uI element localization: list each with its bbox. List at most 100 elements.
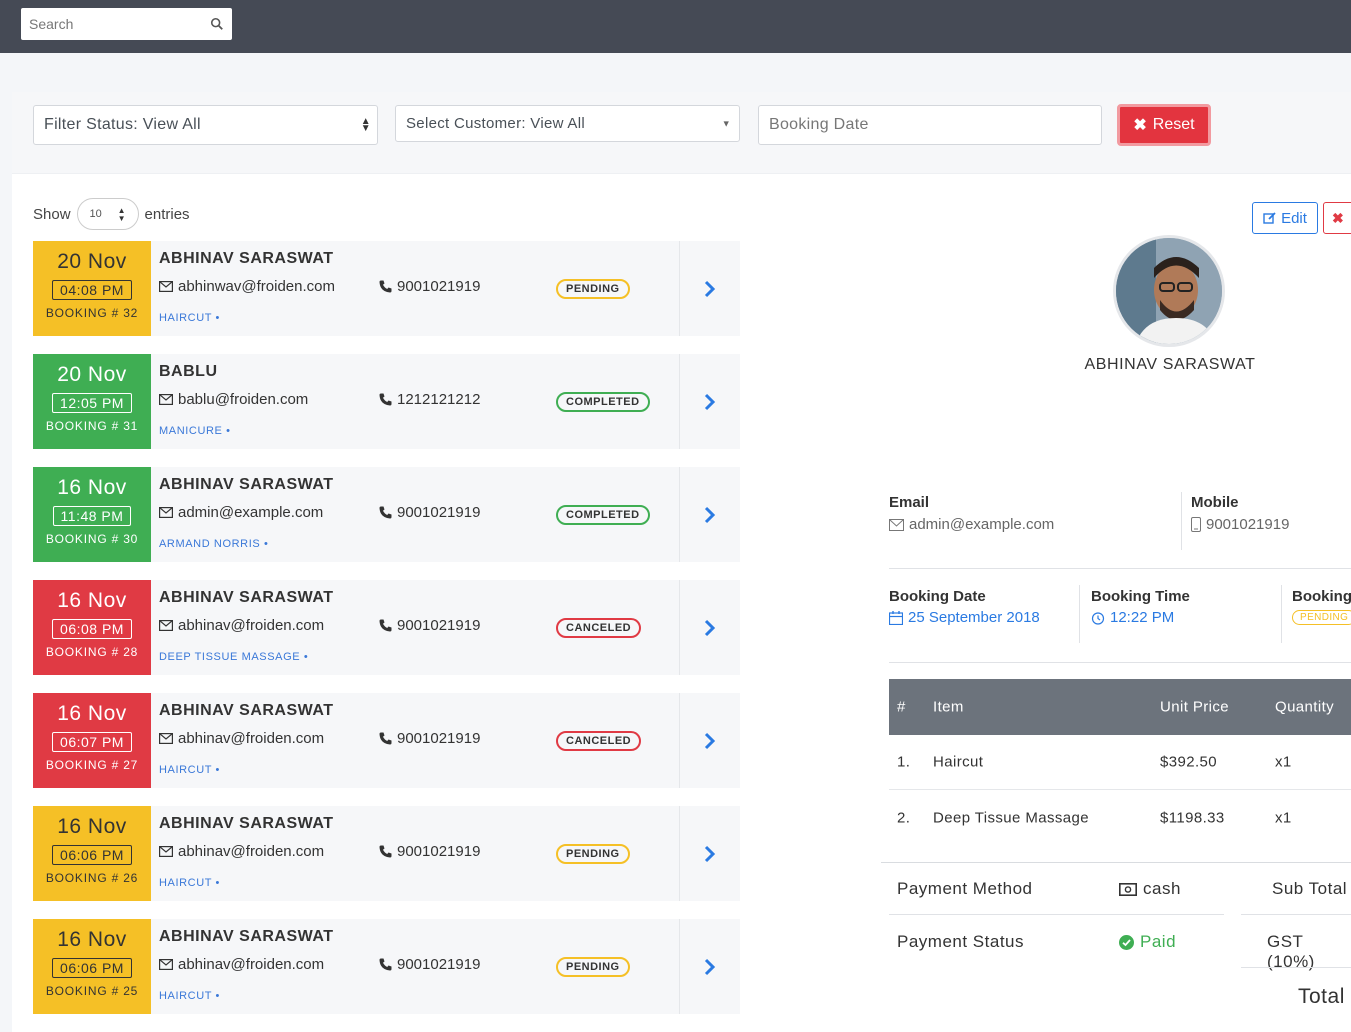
service-link[interactable]: HAIRCUT • [159,877,220,889]
customer-phone-text: 9001021919 [397,730,481,747]
payment-status-text: Paid [1140,932,1177,951]
top-navbar [0,0,1351,53]
chevron-right-icon [704,393,716,410]
customer-email-text: abhinav@froiden.com [178,956,325,973]
status-badge: PENDING [556,279,630,299]
service-link[interactable]: MANICURE • [159,425,231,437]
booking-number: BOOKING # 25 [45,984,139,998]
booking-row[interactable]: 16 Nov 06:07 PM BOOKING # 27 ABHINAV SAR… [33,693,740,788]
customer-name: ABHINAV SARASWAT [159,476,334,493]
items-table-header: # Item Unit Price Quantity [889,679,1351,735]
payment-status-label: Payment Status [897,932,1025,951]
gst-label: GST (10%) [1267,932,1315,971]
row-qty: x1 [1275,753,1292,771]
row-price: $392.50 [1160,753,1218,771]
check-circle-icon [1119,934,1134,950]
mobile-icon [1191,517,1201,532]
booking-date-placeholder: Booking Date [769,116,869,133]
booking-list: 20 Nov 04:08 PM BOOKING # 32 ABHINAV SAR… [33,241,740,1032]
search-icon[interactable] [210,16,224,32]
booking-number: BOOKING # 30 [45,532,139,546]
table-row: 2. Deep Tissue Massage $1198.33 x1 [889,790,1351,845]
entries-select[interactable]: 10 ▲ ▼ [76,198,139,230]
delete-button[interactable]: ✖ [1323,202,1351,234]
view-booking-button[interactable] [679,919,740,1014]
view-booking-button[interactable] [679,467,740,562]
entries-label: entries [144,205,190,223]
booking-time: 06:07 PM [52,732,132,752]
service-link[interactable]: HAIRCUT • [159,990,220,1002]
select-customer-dropdown[interactable]: Select Customer: View All ▼ [395,105,740,142]
booking-day: 16 Nov [57,928,127,951]
view-booking-button[interactable] [679,241,740,336]
booking-row[interactable]: 16 Nov 06:06 PM BOOKING # 25 ABHINAV SAR… [33,919,740,1014]
view-booking-button[interactable] [679,806,740,901]
envelope-icon [159,394,173,405]
edit-button[interactable]: Edit [1252,202,1318,234]
booking-date-text: 25 September 2018 [908,609,1040,626]
booking-day: 16 Nov [57,702,127,725]
booking-date-badge: 16 Nov 11:48 PM BOOKING # 30 [33,467,151,562]
status-badge: PENDING [556,957,630,977]
chevron-right-icon [704,732,716,749]
customer-email-text: admin@example.com [178,504,324,521]
booking-row[interactable]: 20 Nov 04:08 PM BOOKING # 32 ABHINAV SAR… [33,241,740,336]
booking-number: BOOKING # 32 [45,306,139,320]
table-row: 1. Haircut $392.50 x1 [889,735,1351,790]
edit-icon [1263,212,1276,224]
view-booking-button[interactable] [679,693,740,788]
booking-date-label: Booking Date [889,588,986,605]
mobile-label: Mobile [1191,494,1239,511]
customer-email: abhinwav@froiden.com [159,278,335,295]
col-quantity: Quantity [1275,698,1335,716]
booking-day: 20 Nov [57,250,127,273]
service-link[interactable]: HAIRCUT • [159,312,220,324]
col-number: # [897,698,906,716]
customer-phone: 9001021919 [379,843,480,860]
booking-date-input[interactable]: Booking Date [758,105,1102,145]
status-badge: COMPLETED [556,505,650,525]
payment-method-label: Payment Method [897,879,1033,898]
view-booking-button[interactable] [679,580,740,675]
customer-phone-text: 9001021919 [397,278,481,295]
booking-time: 04:08 PM [52,280,132,300]
divider [881,862,1351,863]
caret-down-icon: ▼ [721,118,731,128]
customer-phone-text: 9001021919 [397,843,481,860]
divider [889,914,1224,915]
search-input[interactable] [29,16,210,32]
service-link[interactable]: ARMAND NORRIS • [159,538,269,550]
customer-email: abhinav@froiden.com [159,843,324,860]
booking-row[interactable]: 20 Nov 12:05 PM BOOKING # 31 BABLU bablu… [33,354,740,449]
search-box[interactable] [21,8,232,40]
customer-phone-text: 9001021919 [397,956,481,973]
row-number: 2. [897,809,911,826]
status-badge: CANCELED [556,731,642,751]
booking-time: 06:08 PM [52,619,132,639]
booking-row[interactable]: 16 Nov 11:48 PM BOOKING # 30 ABHINAV SAR… [33,467,740,562]
booking-row[interactable]: 16 Nov 06:06 PM BOOKING # 26 ABHINAV SAR… [33,806,740,901]
filter-status-select[interactable]: Filter Status: View All ▲ ▼ [33,105,378,145]
mobile-value: 9001021919 [1191,516,1289,533]
booking-date-badge: 20 Nov 04:08 PM BOOKING # 32 [33,241,151,336]
chevron-right-icon [704,506,716,523]
reset-button[interactable]: ✖ Reset [1117,104,1211,146]
booking-time-label: Booking Time [1091,588,1190,605]
updown-icon: ▲ ▼ [117,206,126,223]
service-link[interactable]: HAIRCUT • [159,764,220,776]
booking-date-badge: 20 Nov 12:05 PM BOOKING # 31 [33,354,151,449]
divider [1281,585,1282,643]
booking-number: BOOKING # 27 [45,758,139,772]
clock-icon [1091,611,1105,625]
customer-email-text: abhinav@froiden.com [178,730,325,747]
view-booking-button[interactable] [679,354,740,449]
booking-number: BOOKING # 31 [45,419,139,433]
payment-status-value: Paid [1119,932,1176,952]
col-unit-price: Unit Price [1160,698,1230,716]
customer-phone-text: 9001021919 [397,617,481,634]
booking-row[interactable]: 16 Nov 06:08 PM BOOKING # 28 ABHINAV SAR… [33,580,740,675]
filter-bar: Filter Status: View All ▲ ▼ Select Custom… [12,92,1351,174]
service-link[interactable]: DEEP TISSUE MASSAGE • [159,651,309,663]
row-price: $1198.33 [1160,809,1225,826]
customer-email: abhinav@froiden.com [159,956,324,973]
